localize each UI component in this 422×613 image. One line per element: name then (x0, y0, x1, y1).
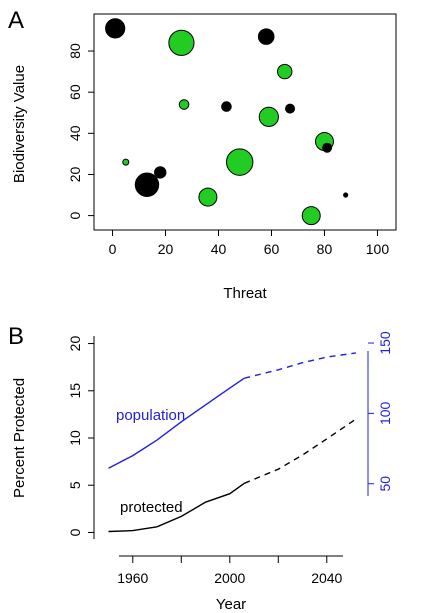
panel-b-y-tick-label: 15 (67, 383, 83, 399)
panel-a-y-tick-label: 80 (67, 43, 83, 59)
panel-a-y-tick-label: 40 (67, 125, 83, 141)
population-series-label: population (116, 407, 185, 424)
panel-b-y-tick-label: 5 (67, 481, 83, 489)
panel-a-x-tick-label: 80 (317, 241, 333, 257)
panel-a-y-axis-title: Biodiversity Value (11, 65, 28, 183)
scatter-point-green (178, 99, 190, 110)
scatter-point-black (154, 166, 167, 179)
panel-b-y-tick-label: 0 (67, 528, 83, 536)
scatter-point-black (257, 28, 275, 45)
scatter-point-green (258, 106, 279, 127)
panel-b-y2-tick-label: 100 (377, 401, 393, 425)
population-line-observed (108, 377, 245, 469)
panel-b-x-tick-label: 1960 (117, 570, 148, 586)
scatter-point-black (221, 101, 232, 112)
panel-a-y-tick-label: 0 (67, 211, 83, 219)
panel-a-y-tick-label: 60 (67, 84, 83, 100)
protected-series-label: protected (120, 499, 183, 516)
panel-a-y-tick-label: 20 (67, 166, 83, 182)
panel-a-x-tick-label: 40 (211, 241, 227, 257)
scatter-point-black (343, 192, 349, 198)
panel-b-y2-tick-label: 50 (377, 476, 393, 492)
panel-a-x-axis: 0 20 40 60 80 100 (109, 230, 390, 257)
panel-b-x-tick-label: 2040 (311, 570, 342, 586)
scatter-point-black (134, 172, 160, 197)
panel-a-plot-box (93, 13, 397, 231)
panel-a-points (105, 18, 349, 226)
scatter-point-green (301, 206, 321, 226)
panel-a-x-tick-label: 0 (109, 241, 117, 257)
scatter-point-green (226, 148, 254, 176)
panel-b-x-axis: 1960 2000 2040 (117, 556, 343, 586)
protected-line-observed (108, 482, 245, 533)
panel-b-lines (108, 352, 357, 533)
panel-a-y-axis: 0 20 40 60 80 (67, 43, 94, 219)
scatter-point-green (277, 63, 293, 80)
panel-b-x-axis-title: Year (216, 596, 246, 613)
panel-a-letter: A (8, 7, 24, 34)
scatter-point-black (285, 103, 296, 114)
panel-b-y-axis: 0 5 10 15 20 (67, 336, 94, 536)
protected-line-projected (244, 418, 357, 484)
panel-b-y2-tick-label: 150 (377, 331, 393, 355)
panel-b-y-tick-label: 10 (67, 430, 83, 446)
scatter-point-green (122, 158, 130, 166)
panel-b-x-tick-label: 2000 (214, 570, 245, 586)
scatter-point-green (198, 187, 218, 207)
panel-a-x-tick-label: 100 (366, 241, 390, 257)
panel-b-y-tick-label: 20 (67, 336, 83, 352)
population-line-projected (244, 352, 356, 379)
panel-b: B 1960 2000 2040 0 5 10 15 20 50 100 150 Year Pe… (8, 323, 393, 613)
panel-a-x-tick-label: 60 (264, 241, 280, 257)
panel-a-x-axis-title: Threat (223, 285, 267, 302)
panel-b-letter: B (8, 323, 24, 350)
panel-b-y2-axis: 50 100 150 (368, 331, 393, 492)
scatter-point-black (105, 18, 126, 39)
panel-b-y-axis-title: Percent Protected (11, 378, 28, 498)
scatter-point-black (322, 142, 333, 153)
scatter-point-green (168, 29, 195, 56)
panel-a: A 0 20 40 60 80 100 0 20 40 60 80 Threat Biodiver… (8, 7, 397, 302)
panel-a-x-tick-label: 20 (158, 241, 174, 257)
